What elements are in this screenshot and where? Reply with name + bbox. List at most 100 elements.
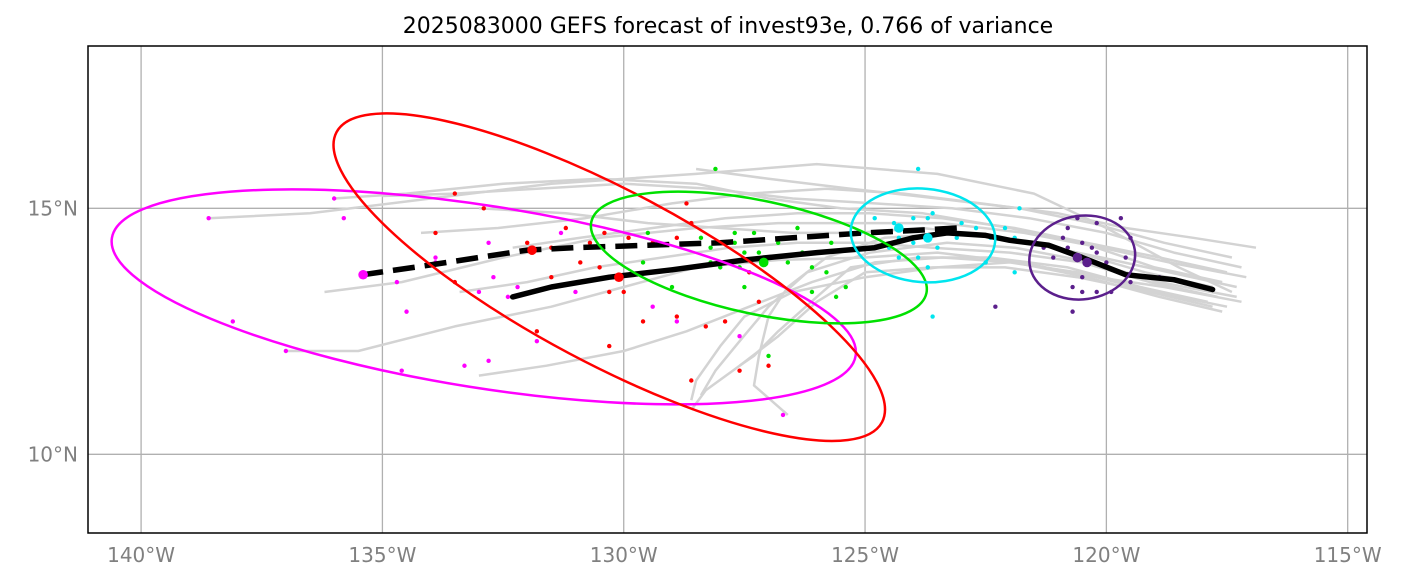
member-position-dot: [525, 240, 530, 245]
member-position-dot: [737, 368, 742, 373]
group-center-dot: [358, 269, 368, 280]
member-position-dot: [341, 215, 346, 221]
member-position-dot: [1080, 240, 1085, 245]
member-position-dot: [549, 275, 554, 280]
member-position-dot: [930, 211, 935, 216]
member-position-dot: [534, 338, 540, 344]
member-position-dot: [795, 225, 800, 231]
member-position-dot: [394, 279, 400, 285]
member-position-dot: [399, 368, 404, 373]
member-position-dot: [689, 378, 694, 383]
variance-ellipse: [332, 112, 887, 443]
ensemble-track: [690, 261, 1228, 401]
member-position-dot: [558, 230, 564, 236]
tick-labels: 140°W 135°W 130°W 125°W 120°W 115°W 10°N 15°N: [28, 196, 1382, 567]
member-position-dot: [534, 329, 540, 334]
variance-ellipse: [589, 190, 929, 325]
member-position-dot: [925, 215, 930, 221]
variance-ellipse: [1028, 214, 1137, 301]
group-center-dot: [1072, 252, 1083, 263]
member-position-dot: [1012, 270, 1017, 275]
member-position-dot: [669, 284, 675, 290]
plot-frame: [87, 45, 1368, 534]
member-position-dot: [1089, 245, 1095, 250]
member-position-dot: [230, 319, 235, 324]
member-position-dot: [809, 289, 815, 295]
member-position-dot: [1123, 255, 1128, 260]
member-position-dot: [674, 314, 680, 319]
member-position-dot: [1051, 255, 1056, 260]
member-position-dot: [872, 215, 877, 221]
member-position-dot: [452, 191, 458, 196]
member-position-dot: [925, 265, 930, 270]
member-position-dot: [1070, 284, 1075, 290]
group-center-dot: [758, 257, 769, 268]
member-position-dot: [684, 201, 689, 206]
member-position-dot: [602, 230, 607, 236]
member-position-dot: [650, 304, 655, 309]
member-position-dot: [1002, 225, 1008, 231]
plot-area: [110, 112, 1257, 443]
ensemble-track: [478, 256, 1223, 377]
member-position-dot: [587, 240, 593, 245]
member-position-dot: [433, 230, 438, 236]
member-position-dot: [462, 363, 467, 368]
member-position-dot: [486, 358, 491, 364]
member-position-dot: [935, 245, 940, 250]
member-position-dot: [1080, 275, 1085, 280]
member-position-dot: [206, 215, 211, 221]
ensemble-track: [690, 266, 1213, 411]
member-position-dot: [775, 240, 781, 245]
member-position-dot: [824, 270, 829, 275]
member-position-dot: [283, 348, 289, 354]
member-position-dot: [1118, 215, 1124, 221]
member-position-dot: [930, 314, 935, 319]
x-tick-label: 120°W: [1072, 543, 1140, 567]
member-position-dot: [1128, 279, 1133, 285]
member-position-dot: [578, 260, 583, 265]
group-center-dot: [894, 223, 904, 233]
member-position-dot: [833, 294, 839, 300]
member-position-dot: [645, 230, 651, 236]
member-position-dot: [766, 363, 771, 368]
member-position-dot: [732, 240, 737, 245]
group-center-dot: [614, 272, 624, 283]
member-position-dot: [708, 245, 713, 250]
member-position-dot: [491, 275, 496, 280]
member-position-dot: [843, 284, 848, 290]
member-position-dot: [993, 304, 998, 309]
member-position-dot: [404, 309, 409, 314]
member-position-dot: [515, 284, 520, 290]
member-position-dot: [1080, 289, 1085, 295]
member-position-dot: [829, 240, 834, 245]
member-position-dot: [756, 299, 762, 304]
member-position-dot: [640, 319, 646, 324]
member-position-dot: [915, 166, 921, 172]
chart-title: 2025083000 GEFS forecast of invest93e, 0…: [403, 14, 1053, 39]
member-position-dot: [674, 235, 680, 241]
y-tick-label: 10°N: [28, 442, 78, 466]
member-position-dot: [698, 235, 704, 241]
member-position-dot: [737, 334, 742, 339]
x-tick-label: 115°W: [1314, 543, 1382, 567]
member-position-dot: [481, 206, 486, 211]
member-position-dot: [896, 255, 902, 260]
member-position-dot: [331, 196, 337, 201]
member-position-dot: [742, 250, 747, 255]
x-tick-label: 125°W: [831, 543, 899, 567]
member-position-dot: [1065, 225, 1070, 231]
member-position-dot: [563, 225, 569, 231]
member-position-dot: [703, 324, 708, 329]
group-center-dot: [527, 245, 537, 255]
member-position-dot: [785, 260, 791, 265]
member-position-dot: [573, 289, 578, 295]
member-position-dot: [1060, 235, 1066, 241]
member-position-dot: [954, 235, 959, 241]
x-tick-label: 130°W: [590, 543, 658, 567]
member-position-dot: [476, 289, 482, 295]
member-position-dot: [674, 319, 680, 324]
member-position-dot: [756, 250, 762, 255]
member-position-dot: [597, 265, 602, 270]
gridlines: [88, 46, 1367, 533]
